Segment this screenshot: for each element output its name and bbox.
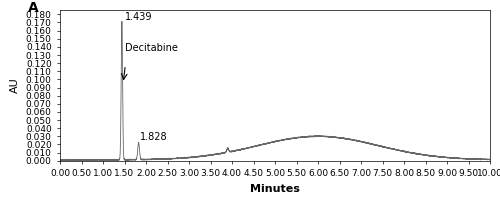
Text: 1.828: 1.828 <box>140 132 168 142</box>
X-axis label: Minutes: Minutes <box>250 184 300 194</box>
Text: 1.439: 1.439 <box>124 12 152 22</box>
Y-axis label: AU: AU <box>10 78 20 93</box>
Text: Decitabine: Decitabine <box>126 43 178 53</box>
Text: A: A <box>28 1 38 15</box>
